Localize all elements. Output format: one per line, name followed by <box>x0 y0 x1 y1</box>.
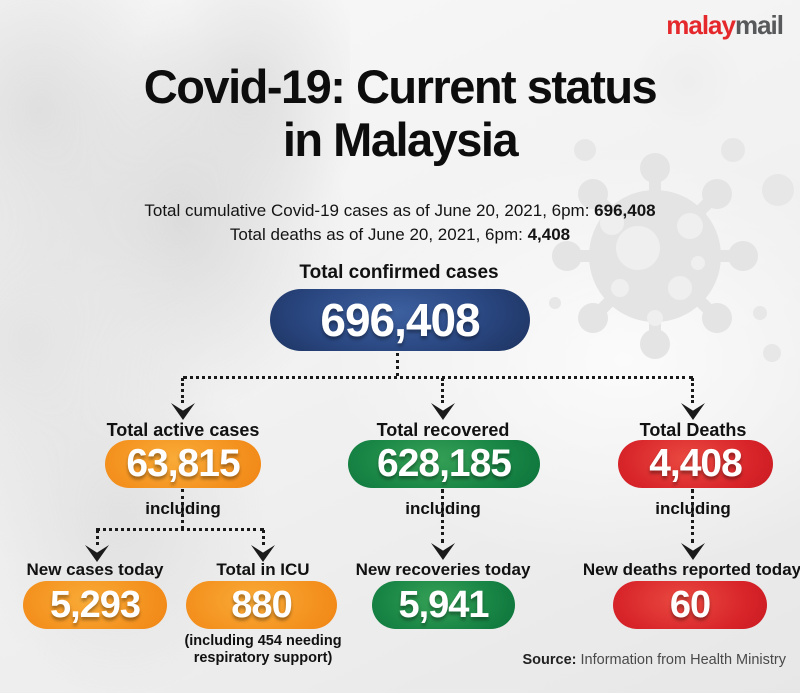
new-deaths-value: 60 <box>669 583 711 626</box>
connector-active-including <box>181 489 184 529</box>
including-label-active: including <box>145 499 221 518</box>
arrow-down-icon <box>431 403 455 420</box>
total-confirmed-value: 696,408 <box>320 294 480 346</box>
arrow-down-icon <box>681 403 705 420</box>
subtitle-line-1-value: 696,408 <box>594 201 656 220</box>
total-active-pill: 63,815 <box>105 440 261 488</box>
page-title: Covid-19: Current status in Malaysia <box>0 60 800 166</box>
total-active-value: 63,815 <box>126 442 240 485</box>
connector-root-vertical <box>396 353 399 376</box>
connector-drop-recovered <box>441 378 444 403</box>
total-recovered-value: 628,185 <box>377 442 512 485</box>
icu-value: 880 <box>231 583 292 626</box>
total-recovered-label: Total recovered <box>376 420 510 440</box>
including-label-recovered: including <box>405 499 481 518</box>
connector-drop-newcases <box>96 530 99 545</box>
including-label-deaths: including <box>655 499 731 518</box>
arrow-down-icon <box>431 543 455 560</box>
subtitle-line-2-value: 4,408 <box>527 225 571 244</box>
connector-recovered-including <box>441 489 444 543</box>
connector-deaths-including <box>691 489 694 543</box>
total-deaths-pill: 4,408 <box>618 440 773 488</box>
icu-note-line-2: respiratory support) <box>193 650 333 666</box>
connector-drop-icu <box>262 530 265 545</box>
icu-note-line-1: (including 454 needing <box>184 633 342 649</box>
connector-left-horizontal <box>96 528 264 531</box>
connector-drop-deaths <box>691 378 694 403</box>
logo-malay: malay <box>666 10 736 40</box>
total-confirmed-label: Total confirmed cases <box>299 262 499 283</box>
title-line-1: Covid-19: Current status <box>143 60 658 113</box>
new-recoveries-value: 5,941 <box>398 583 489 626</box>
logo-mail: mail <box>734 10 784 40</box>
title-line-2: in Malaysia <box>282 113 519 166</box>
source-label: Source: <box>522 652 577 668</box>
new-cases-value: 5,293 <box>49 583 141 626</box>
icu-label: Total in ICU <box>216 560 310 579</box>
total-deaths-label: Total Deaths <box>639 420 747 440</box>
subtitle-line-2-text: Total deaths as of June 20, 2021, 6pm: <box>229 225 528 244</box>
subtitle: Total cumulative Covid-19 cases as of Ju… <box>0 199 800 247</box>
new-deaths-label: New deaths reported today <box>582 560 800 579</box>
background-circle <box>636 30 740 134</box>
subtitle-line-1: Total cumulative Covid-19 cases as of Ju… <box>0 199 800 223</box>
source-text: Information from Health Ministry <box>576 652 787 668</box>
new-deaths-pill: 60 <box>613 581 767 629</box>
subtitle-line-1-text: Total cumulative Covid-19 cases as of Ju… <box>144 201 595 220</box>
new-cases-label: New cases today <box>26 560 164 579</box>
icu-pill: 880 <box>186 581 337 629</box>
new-cases-pill: 5,293 <box>23 581 167 629</box>
total-active-label: Total active cases <box>106 420 260 440</box>
total-confirmed-pill: 696,408 <box>270 289 530 351</box>
total-recovered-pill: 628,185 <box>348 440 540 488</box>
new-recoveries-label: New recoveries today <box>355 560 531 579</box>
arrow-down-icon <box>681 543 705 560</box>
malaymail-logo: malaymail <box>666 10 784 41</box>
coronavirus-icon <box>549 138 794 362</box>
subtitle-line-2: Total deaths as of June 20, 2021, 6pm: 4… <box>0 223 800 247</box>
new-recoveries-pill: 5,941 <box>372 581 515 629</box>
icu-note: (including 454 needing respiratory suppo… <box>184 633 341 667</box>
connector-drop-active <box>181 378 184 403</box>
total-deaths-value: 4,408 <box>649 442 743 485</box>
connector-top-horizontal <box>183 376 693 379</box>
source-line: Source: Information from Health Ministry <box>522 652 786 668</box>
